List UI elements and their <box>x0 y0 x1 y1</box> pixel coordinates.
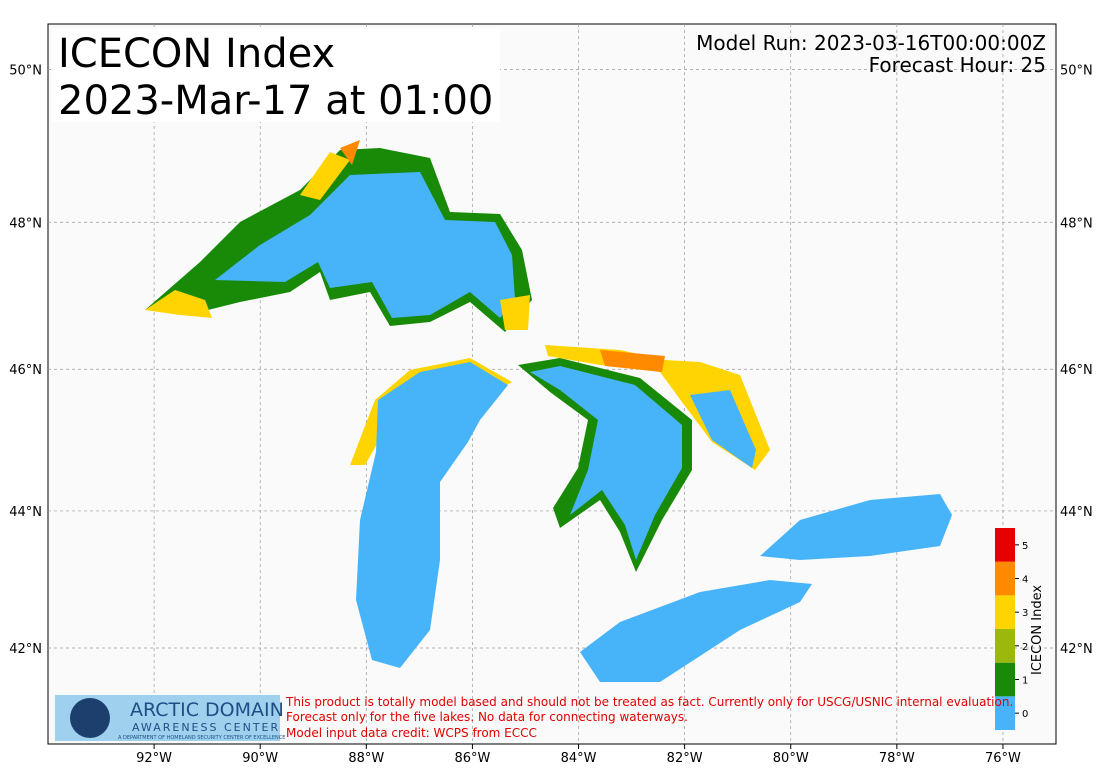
colorbar-tick-label: 2 <box>1022 642 1028 653</box>
x-tick-label: 86°W <box>454 751 490 766</box>
disclaimer: This product is totally model based and … <box>285 695 1013 709</box>
y-tick-label: 44°N <box>1060 505 1093 520</box>
colorbar-swatch <box>995 561 1015 596</box>
colorbar-tick-label: 3 <box>1022 608 1028 619</box>
lake-michigan <box>356 362 508 668</box>
colorbar-tick-label: 5 <box>1022 541 1028 552</box>
title: ICECON Index <box>58 31 335 77</box>
lake-huron <box>530 366 682 560</box>
disclaimer: Model input data credit: WCPS from ECCC <box>286 726 537 740</box>
colorbar-swatch <box>995 528 1015 562</box>
x-tick-label: 82°W <box>667 751 703 766</box>
logo-globe <box>70 698 110 738</box>
forecast-hour: Forecast Hour: 25 <box>869 53 1046 77</box>
x-tick-label: 84°W <box>561 751 597 766</box>
logo-title: ARCTIC DOMAIN <box>130 699 284 721</box>
georgian-bay <box>690 390 756 468</box>
x-tick-label: 90°W <box>242 751 278 766</box>
y-tick-label: 42°N <box>9 642 42 657</box>
x-tick-label: 76°W <box>985 751 1021 766</box>
x-tick-label: 80°W <box>773 751 809 766</box>
x-tick-label: 78°W <box>879 751 915 766</box>
colorbar-tick-label: 1 <box>1022 676 1028 687</box>
lake-superior <box>215 172 515 318</box>
lake-erie <box>580 580 812 682</box>
ice-patch <box>600 350 665 372</box>
colorbar: ICECON Index 0 1 2 3 4 5 <box>995 528 1045 730</box>
colorbar-swatch <box>995 629 1015 663</box>
y-tick-label: 50°N <box>1060 63 1093 78</box>
ice-patch <box>145 152 530 330</box>
disclaimer: Forecast only for the five lakes. No dat… <box>286 710 688 724</box>
colorbar-swatch <box>995 662 1015 697</box>
ice-patch <box>340 140 360 165</box>
colorbar-tick-label: 4 <box>1022 575 1028 586</box>
title-box <box>52 28 500 122</box>
lake-ontario <box>760 494 952 560</box>
x-tick-label: 88°W <box>348 751 384 766</box>
logo-caption: A DEPARTMENT OF HOMELAND SECURITY CENTER… <box>118 735 285 741</box>
y-tick-label: 50°N <box>9 63 42 78</box>
y-tick-label: 48°N <box>9 216 42 231</box>
x-tick-label: 92°W <box>136 751 172 766</box>
colorbar-tick-label: 0 <box>1022 709 1028 720</box>
colorbar-swatch <box>995 595 1015 629</box>
colorbar-swatch <box>995 696 1015 730</box>
valid-time: 2023-Mar-17 at 01:00 <box>58 78 493 124</box>
y-tick-label: 44°N <box>9 505 42 520</box>
logo-subtitle: AWARENESS CENTER <box>132 721 280 734</box>
y-tick-label: 48°N <box>1060 216 1093 231</box>
y-tick-label: 46°N <box>1060 363 1093 378</box>
colorbar-label: ICECON Index <box>1030 585 1045 675</box>
model-run: Model Run: 2023-03-16T00:00:00Z <box>696 31 1046 55</box>
lakes <box>145 140 952 682</box>
y-tick-label: 46°N <box>9 363 42 378</box>
y-tick-label: 42°N <box>1060 642 1093 657</box>
